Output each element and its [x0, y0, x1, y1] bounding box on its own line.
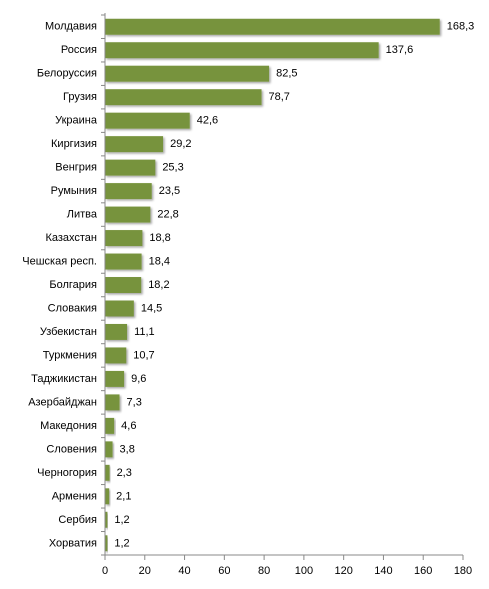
x-tick-label: 180 — [454, 565, 472, 577]
bar — [105, 347, 127, 364]
x-axis-ticks: 0 20 40 60 80 100 120 140 160 180 — [102, 555, 472, 577]
data-label: 1,2 — [114, 537, 129, 549]
category-label: Россия — [61, 44, 97, 56]
category-label: Молдавия — [45, 21, 97, 33]
bar — [105, 65, 270, 82]
data-label: 25,3 — [162, 162, 183, 174]
bar — [105, 370, 125, 387]
data-label: 2,3 — [117, 467, 132, 479]
data-label: 4,6 — [121, 420, 136, 432]
category-label: Узбекистан — [40, 326, 97, 338]
data-label: 78,7 — [269, 91, 290, 103]
category-label: Киргизия — [51, 138, 97, 150]
bar — [105, 112, 190, 129]
bar — [105, 42, 379, 59]
data-label: 1,2 — [114, 514, 129, 526]
category-label: Белоруссия — [37, 68, 97, 80]
bar — [105, 183, 152, 200]
bar — [105, 136, 164, 153]
bar — [105, 394, 120, 411]
x-tick-label: 60 — [218, 565, 230, 577]
data-label: 23,5 — [159, 185, 180, 197]
data-label: 82,5 — [276, 68, 297, 80]
x-tick-label: 0 — [102, 565, 108, 577]
category-label: Македония — [40, 420, 97, 432]
category-label: Черногория — [37, 467, 97, 479]
category-label: Венгрия — [55, 162, 97, 174]
category-label: Украина — [55, 115, 98, 127]
category-label: Литва — [67, 209, 98, 221]
x-tick-label: 40 — [178, 565, 190, 577]
category-label: Словакия — [48, 302, 97, 314]
bar — [105, 230, 143, 247]
bar — [105, 253, 142, 270]
bar — [105, 300, 134, 317]
data-label: 2,1 — [116, 490, 131, 502]
data-label: 137,6 — [386, 44, 414, 56]
category-label: Туркмения — [43, 349, 97, 361]
bar — [105, 89, 262, 106]
data-label: 168,3 — [447, 21, 475, 33]
data-label: 3,8 — [120, 443, 135, 455]
data-label: 11,1 — [134, 326, 155, 338]
bar — [105, 159, 156, 176]
bar — [105, 323, 128, 340]
data-label: 22,8 — [157, 209, 178, 221]
category-label: Азербайджан — [28, 396, 97, 408]
bar — [105, 535, 108, 552]
data-label: 14,5 — [141, 302, 162, 314]
data-label: 9,6 — [131, 373, 146, 385]
category-label: Грузия — [63, 91, 97, 103]
bars-group — [105, 18, 440, 552]
data-label: 29,2 — [170, 138, 191, 150]
category-labels: Молдавия Россия Белоруссия Грузия Украина Кир… — [22, 21, 98, 550]
category-label: Сербия — [58, 514, 97, 526]
data-label: 18,8 — [149, 232, 170, 244]
bar — [105, 511, 108, 528]
bar — [105, 441, 113, 458]
category-label: Словения — [46, 443, 97, 455]
bar — [105, 18, 440, 35]
category-label: Чешская респ. — [22, 256, 97, 268]
data-label: 18,4 — [149, 256, 170, 268]
data-label: 7,3 — [127, 396, 142, 408]
category-label: Таджикистан — [31, 373, 97, 385]
category-label: Казахстан — [45, 232, 97, 244]
x-tick-label: 20 — [139, 565, 151, 577]
axes — [101, 13, 463, 556]
data-label: 42,6 — [197, 115, 218, 127]
bar — [105, 277, 142, 293]
x-tick-label: 120 — [334, 565, 352, 577]
data-label: 18,2 — [148, 279, 169, 291]
x-tick-label: 140 — [374, 565, 392, 577]
category-label: Румыния — [51, 185, 97, 197]
category-label: Хорватия — [49, 537, 97, 549]
bar — [105, 206, 151, 223]
x-tick-label: 160 — [414, 565, 432, 577]
x-tick-label: 100 — [295, 565, 313, 577]
category-label: Болгария — [49, 279, 97, 291]
value-labels: 168,3 137,6 82,5 78,7 42,6 29,2 25,3 23,5 22,8 18… — [114, 21, 474, 550]
x-tick-label: 80 — [258, 565, 270, 577]
bar — [105, 464, 110, 481]
data-label: 10,7 — [133, 349, 154, 361]
bar — [105, 417, 115, 434]
category-label: Армения — [52, 490, 97, 502]
bar — [105, 488, 110, 505]
